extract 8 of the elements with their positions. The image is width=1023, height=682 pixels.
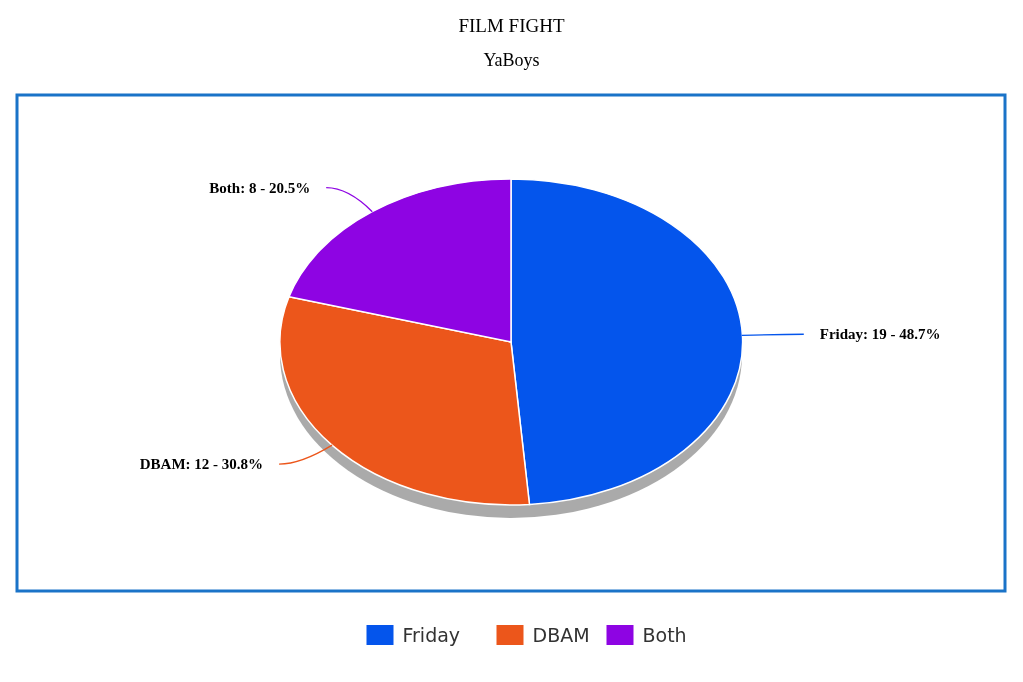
data-label: DBAM: 12 - 30.8%: [139, 456, 264, 473]
data-label: Friday: 19 - 48.7%: [819, 326, 941, 343]
legend-label: DBAM: [532, 624, 590, 646]
chart-title: FILM FIGHT: [458, 15, 565, 36]
data-label: Both: 8 - 20.5%: [209, 179, 311, 196]
legend-label: Friday: [402, 624, 461, 646]
chart-subtitle: YaBoys: [483, 50, 540, 70]
legend-label: Both: [642, 624, 687, 646]
